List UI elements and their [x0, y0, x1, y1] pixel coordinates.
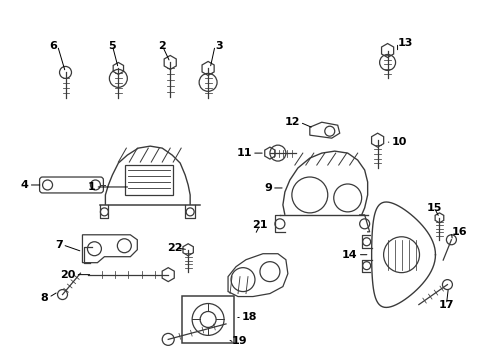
Text: 4: 4 [21, 180, 28, 190]
Text: 3: 3 [215, 41, 223, 50]
Text: 6: 6 [49, 41, 57, 50]
Text: 10: 10 [392, 137, 407, 147]
Text: 17: 17 [439, 300, 454, 310]
Text: 5: 5 [109, 41, 116, 50]
Text: 20: 20 [60, 270, 75, 280]
Text: 12: 12 [284, 117, 300, 127]
Text: 2: 2 [158, 41, 166, 50]
Text: 13: 13 [397, 37, 413, 48]
Text: 22: 22 [168, 243, 183, 253]
Text: 8: 8 [41, 293, 49, 302]
Text: 18: 18 [242, 312, 258, 323]
Text: 11: 11 [237, 148, 252, 158]
Text: 1: 1 [88, 182, 96, 192]
Text: 7: 7 [55, 240, 63, 250]
Text: 9: 9 [264, 183, 272, 193]
Text: 14: 14 [342, 250, 358, 260]
Text: 19: 19 [232, 336, 247, 346]
Text: 16: 16 [451, 227, 467, 237]
Text: 15: 15 [427, 203, 442, 213]
Text: 21: 21 [252, 220, 268, 230]
